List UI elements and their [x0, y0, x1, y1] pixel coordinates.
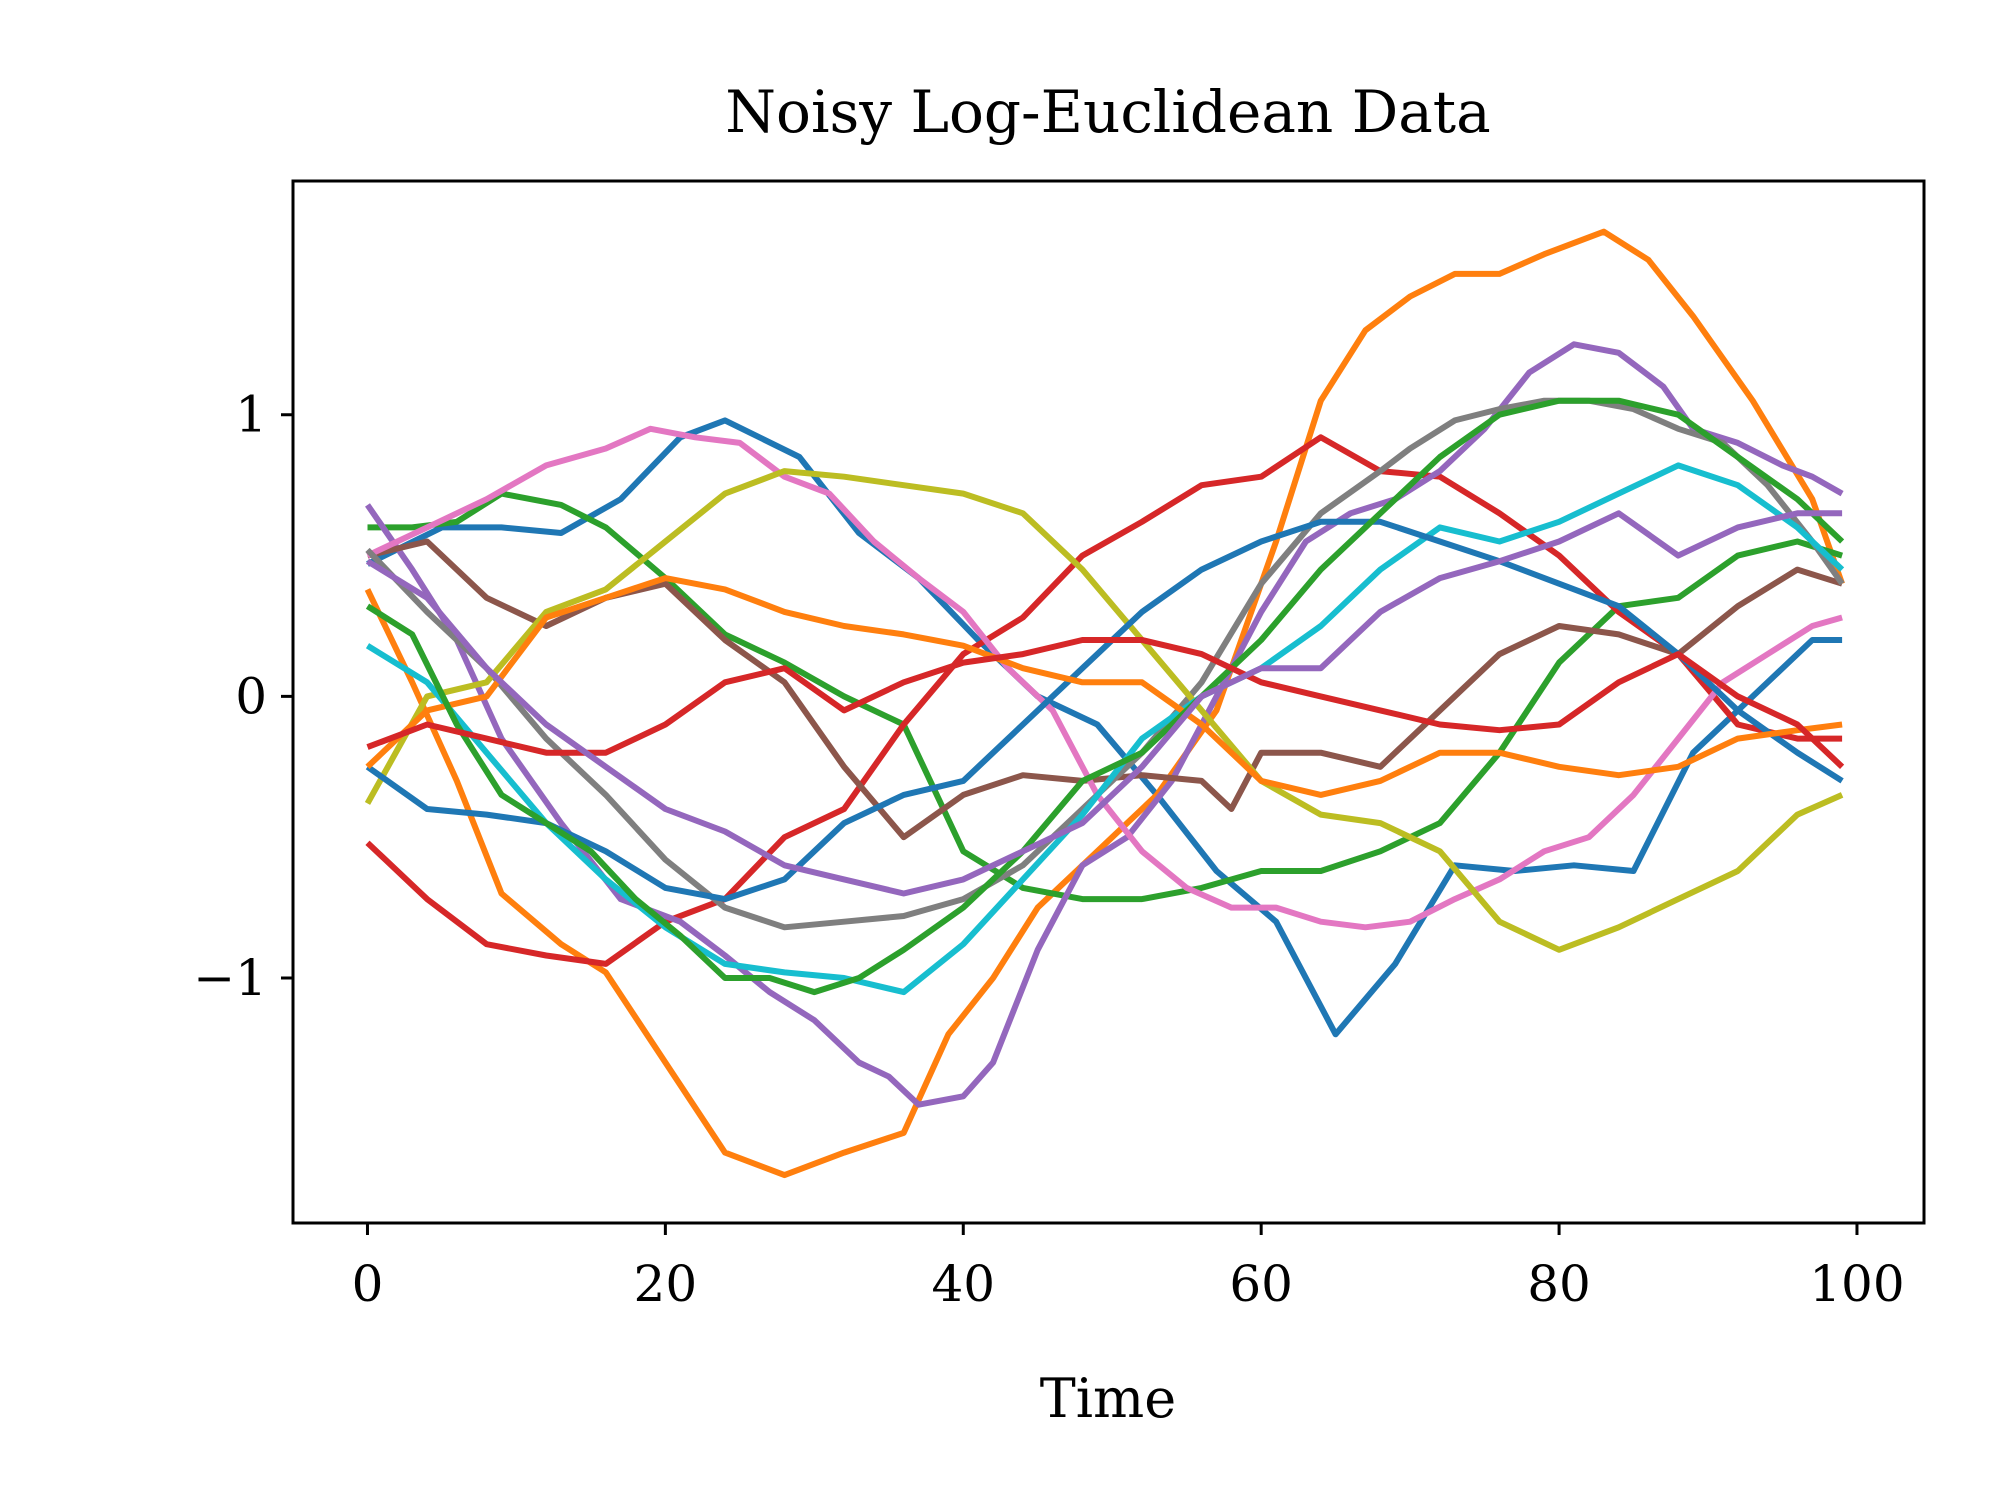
- y-tick-label: 1: [235, 386, 267, 444]
- series-line-12: [365, 575, 1843, 798]
- chart-title: Noisy Log-Euclidean Data: [725, 78, 1490, 146]
- x-tick-label: 40: [931, 1255, 995, 1313]
- series-line-10: [365, 462, 1845, 996]
- series-line-15: [365, 510, 1843, 897]
- x-tick-label: 100: [1809, 1255, 1904, 1313]
- series-line-7: [366, 425, 1843, 931]
- series-layer: [364, 228, 1845, 1179]
- series-line-8: [365, 397, 1845, 931]
- x-tick-label: 60: [1229, 1255, 1293, 1313]
- y-tick-label: −1: [193, 949, 267, 1007]
- y-tick-label: 0: [235, 667, 267, 725]
- x-tick-label: 0: [352, 1255, 384, 1313]
- series-line-2: [364, 228, 1845, 1179]
- series-line-14: [366, 637, 1845, 769]
- x-tick-label: 80: [1527, 1255, 1591, 1313]
- y-axis: −1 0 1: [193, 386, 293, 1007]
- series-line-9: [364, 468, 1844, 953]
- series-line-3: [367, 490, 1844, 903]
- x-axis-label: Time: [1040, 1367, 1176, 1430]
- plot-frame: [291, 179, 1926, 1225]
- x-axis: 0 20 40 60 80 100: [352, 1223, 1905, 1313]
- x-tick-label: 20: [634, 1255, 698, 1313]
